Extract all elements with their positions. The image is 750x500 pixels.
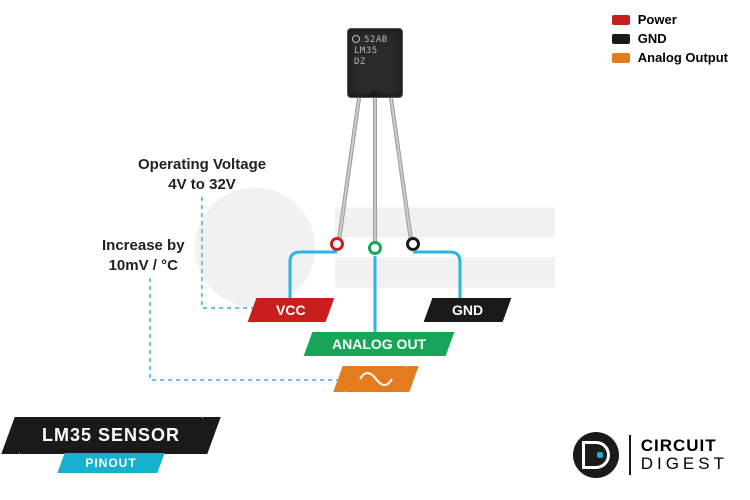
legend-item-power: Power	[612, 12, 728, 27]
legend-swatch-analog	[612, 53, 630, 63]
logo-text-bottom: DIGEST	[641, 455, 728, 473]
sine-wave-icon	[358, 370, 394, 388]
pin-ring-vcc	[330, 237, 344, 251]
legend-label: Power	[638, 12, 677, 27]
chip-notch	[369, 91, 381, 97]
annotation-voltage-line2: 4V to 32V	[138, 175, 266, 195]
legend: Power GND Analog Output	[612, 12, 728, 69]
pin-lead-2	[373, 98, 377, 248]
logo-mark-icon	[573, 432, 619, 478]
pin-label-vcc: VCC	[262, 298, 320, 322]
annotation-output-line2: 10mV / °C	[102, 256, 185, 276]
logo-text: CIRCUIT DIGEST	[641, 437, 728, 473]
legend-label: Analog Output	[638, 50, 728, 65]
title-main: LM35 SENSOR	[20, 417, 202, 454]
logo-text-top: CIRCUIT	[641, 437, 728, 455]
chip-body: 52AB LM35 DZ	[347, 28, 403, 98]
pin-ring-analog	[368, 241, 382, 255]
logo-block: CIRCUIT DIGEST	[573, 432, 728, 478]
pin-label-gnd: GND	[438, 298, 497, 322]
chip-logo-icon	[352, 35, 360, 43]
pin-label-analog-text: ANALOG OUT	[332, 336, 426, 352]
pin-label-analog: ANALOG OUT	[318, 332, 440, 356]
title-block: LM35 SENSOR PINOUT	[20, 417, 202, 474]
pin-label-vcc-text: VCC	[276, 302, 306, 318]
logo-divider	[629, 435, 631, 475]
annotation-voltage: Operating Voltage 4V to 32V	[138, 155, 266, 195]
chip-line2: LM35	[354, 46, 398, 57]
sine-box	[346, 366, 406, 392]
legend-swatch-power	[612, 15, 630, 25]
legend-swatch-gnd	[612, 34, 630, 44]
chip-line1: 52AB	[354, 35, 398, 46]
chip-line3: DZ	[354, 57, 398, 68]
legend-label: GND	[638, 31, 667, 46]
legend-item-analog: Analog Output	[612, 50, 728, 65]
annotation-output-line1: Increase by	[102, 236, 185, 256]
annotation-output: Increase by 10mV / °C	[102, 236, 185, 276]
legend-item-gnd: GND	[612, 31, 728, 46]
annotation-voltage-line1: Operating Voltage	[138, 155, 266, 175]
title-sub: PINOUT	[69, 453, 152, 473]
pin-ring-gnd	[406, 237, 420, 251]
pin-label-gnd-text: GND	[452, 302, 483, 318]
